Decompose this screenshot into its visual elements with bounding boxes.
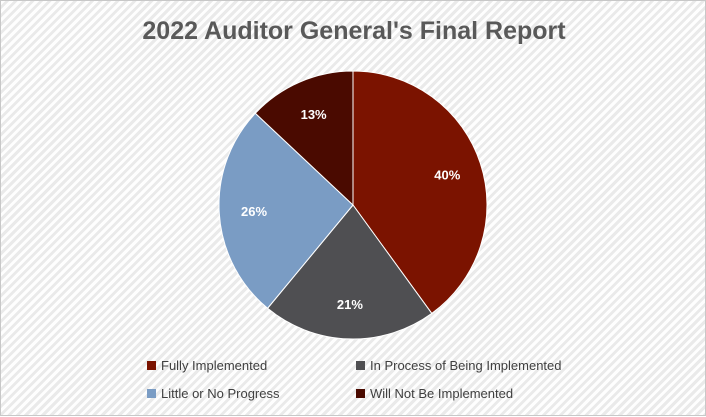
data-label-in-process: 21% — [337, 297, 363, 312]
legend-label: Little or No Progress — [161, 386, 280, 401]
pie-slice-in-process — [266, 204, 433, 340]
legend-label: Will Not Be Implemented — [370, 386, 514, 401]
legend-item-in-process: In Process of Being Implemented — [356, 358, 562, 373]
data-label-little-progress: 26% — [241, 204, 267, 219]
legend-label: In Process of Being Implemented — [370, 358, 562, 373]
legend-item-little-progress: Little or No Progress — [147, 386, 280, 401]
pie-slice-little-progress — [218, 112, 354, 309]
legend-swatch-in-process — [356, 361, 365, 370]
legend-swatch-little-progress — [147, 389, 156, 398]
legend-swatch-fully-implemented — [147, 361, 156, 370]
pie-slice-will-not — [254, 70, 354, 207]
legend-swatch-will-not — [356, 389, 365, 398]
pie-slice-fully-implemented — [352, 70, 488, 315]
legend-item-fully-implemented: Fully Implemented — [147, 358, 267, 373]
legend-label: Fully Implemented — [161, 358, 268, 373]
chart-title: 2022 Auditor General's Final Report — [142, 17, 566, 45]
data-label-will-not: 13% — [301, 107, 327, 122]
data-label-fully-implemented: 40% — [434, 167, 460, 182]
legend-item-will-not: Will Not Be Implemented — [356, 386, 513, 401]
